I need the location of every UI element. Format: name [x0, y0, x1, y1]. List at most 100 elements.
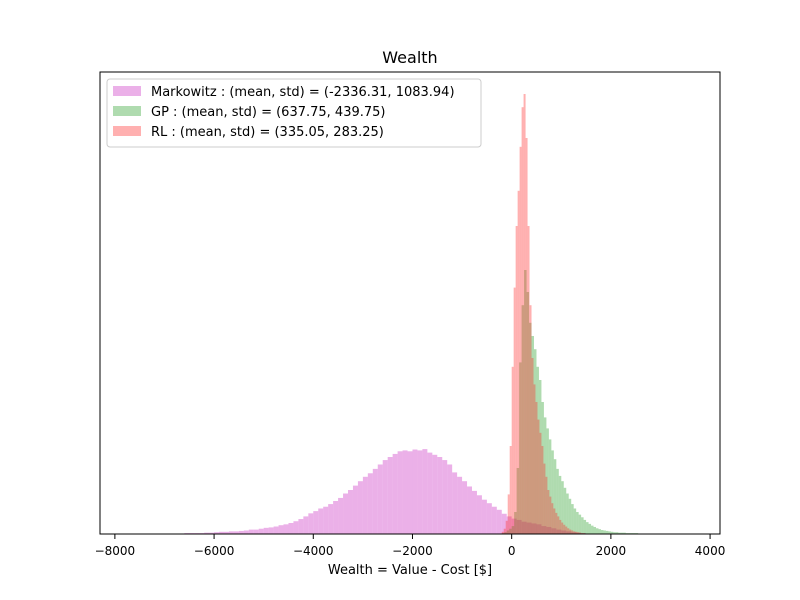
histogram-bar: [608, 531, 611, 534]
histogram-bar: [571, 530, 574, 534]
histogram-bar: [579, 532, 582, 534]
histogram-bar: [248, 529, 254, 534]
histogram-bar: [313, 511, 319, 534]
chart-title: Wealth: [382, 48, 437, 67]
x-tick-label: 0: [508, 544, 516, 558]
histogram-bar: [546, 526, 552, 534]
histogram-bar: [551, 450, 554, 534]
histogram-bar: [452, 472, 458, 534]
histogram-bar: [588, 523, 592, 534]
histogram-bar: [352, 485, 358, 534]
histogram-bar: [427, 452, 433, 534]
histogram-bar: [511, 366, 514, 534]
histogram-bar: [555, 512, 558, 534]
histogram-bar: [417, 450, 423, 534]
histogram-bar: [501, 513, 507, 534]
histogram-bar: [538, 380, 542, 534]
histogram-bar: [521, 107, 524, 534]
histogram-bar: [467, 486, 472, 534]
histogram-bar: [496, 509, 502, 534]
histogram-bar: [543, 417, 547, 534]
histogram-bar: [569, 529, 572, 534]
histogram-bar: [536, 524, 542, 534]
histogram-bar: [382, 460, 388, 534]
histogram-bar: [511, 518, 517, 534]
histogram-bar: [367, 473, 373, 534]
histogram-bar: [556, 529, 562, 534]
histogram-bar: [545, 476, 548, 534]
histogram-bar: [524, 270, 527, 534]
histogram-bar: [534, 349, 537, 534]
plot-frame: [99, 71, 721, 535]
histogram-bar: [288, 523, 294, 534]
histogram-bar: [219, 531, 224, 534]
histogram-bar: [476, 495, 482, 534]
histogram-bar: [407, 451, 413, 534]
histogram-bar: [598, 529, 601, 534]
histogram-bar: [521, 521, 527, 534]
histogram-bar: [514, 512, 517, 534]
histogram-bar: [577, 532, 580, 534]
histogram-bar: [377, 464, 383, 534]
histogram-bar: [543, 463, 546, 534]
histogram-bar: [551, 528, 557, 534]
histogram-bar: [253, 529, 259, 534]
histogram-bar: [559, 519, 562, 534]
histogram-bar: [258, 528, 264, 534]
histogram-bar: [357, 481, 363, 534]
histogram-bar: [333, 501, 339, 534]
histogram-bar: [472, 490, 477, 534]
histogram-bar: [525, 138, 528, 534]
histogram-bar: [591, 525, 594, 534]
histogram-bar: [504, 532, 507, 534]
x-tick-label: 2000: [596, 544, 627, 558]
histogram-bar: [392, 453, 398, 534]
histogram-bar: [596, 528, 599, 534]
x-tick-label: −6000: [194, 544, 235, 558]
histogram-bar: [593, 526, 596, 534]
histogram-bar: [546, 428, 549, 534]
histogram-bar: [263, 527, 269, 534]
histogram-bar: [268, 527, 274, 534]
histogram-bar: [603, 530, 606, 534]
histogram-bar: [503, 528, 506, 534]
histogram-bar: [318, 508, 324, 534]
histogram-bar: [563, 524, 566, 534]
histogram-bar: [491, 506, 497, 534]
histogram-bar: [273, 526, 279, 534]
histogram-bar: [575, 531, 578, 534]
histogram-bar: [328, 504, 334, 534]
histogram-bar: [519, 362, 522, 534]
histogram-bar: [517, 190, 520, 535]
histogram-bar: [432, 454, 438, 534]
histogram-bar: [535, 402, 538, 534]
histogram-bar: [422, 449, 428, 534]
histogram-bar: [521, 305, 525, 534]
legend-box: [106, 78, 482, 148]
histogram-bar: [549, 496, 552, 534]
x-tick-label: 4000: [695, 544, 726, 558]
histogram-bar: [578, 514, 582, 534]
x-tick-label: −8000: [95, 544, 136, 558]
histogram-bar: [547, 490, 550, 534]
histogram-bar: [308, 513, 314, 534]
legend: Markowitz : (mean, std) = (-2336.31, 108…: [106, 78, 482, 148]
histogram-bar: [233, 531, 239, 534]
histogram-bar: [567, 528, 570, 534]
histogram-bar: [447, 464, 453, 534]
legend-swatch-rl: [113, 126, 141, 136]
histogram-bar: [576, 512, 579, 534]
histogram-bar: [513, 287, 516, 534]
histogram-bar: [509, 446, 512, 534]
x-axis-ticks: −8000 −6000 −4000 −2000 0 2000 4000: [95, 534, 726, 558]
histogram-bar: [303, 516, 309, 534]
histogram-bar: [583, 519, 587, 534]
histogram-bar: [553, 459, 557, 534]
histogram-bar: [372, 468, 378, 534]
histogram-bar: [509, 528, 512, 534]
histogram-bar: [462, 481, 468, 534]
histogram-bar: [561, 522, 564, 534]
histogram-bar: [553, 508, 556, 534]
histogram-bar: [557, 516, 560, 534]
histogram-bar: [209, 532, 215, 534]
